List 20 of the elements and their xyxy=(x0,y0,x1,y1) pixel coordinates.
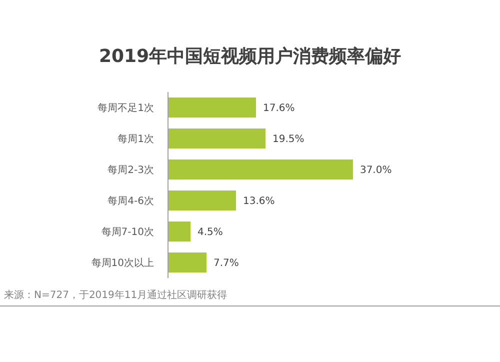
y-tick-label: 每周7-10次 xyxy=(101,226,154,238)
y-tick-label: 每周4-6次 xyxy=(108,195,154,207)
y-tick-label: 每周2-3次 xyxy=(108,164,154,176)
bar xyxy=(168,128,266,148)
chart-title: 2019年中国短视频用户消费频率偏好 xyxy=(98,46,402,67)
bar xyxy=(168,98,256,118)
data-label: 17.6% xyxy=(262,103,295,114)
y-tick-label: 每周1次 xyxy=(118,133,154,145)
data-label: 7.7% xyxy=(213,258,239,269)
data-label: 4.5% xyxy=(197,227,223,238)
y-tick-label: 每周10次以上 xyxy=(91,257,154,269)
data-label: 37.0% xyxy=(360,165,392,176)
source-note: 来源：N=727，于2019年11月通过社区调研获得 xyxy=(4,289,228,301)
y-tick-label: 每周不足1次 xyxy=(98,102,154,114)
data-label: 13.6% xyxy=(242,196,275,207)
bar xyxy=(168,160,353,180)
bar xyxy=(168,222,190,242)
bar xyxy=(168,190,236,210)
bar xyxy=(168,252,206,272)
data-label: 19.5% xyxy=(272,134,304,145)
